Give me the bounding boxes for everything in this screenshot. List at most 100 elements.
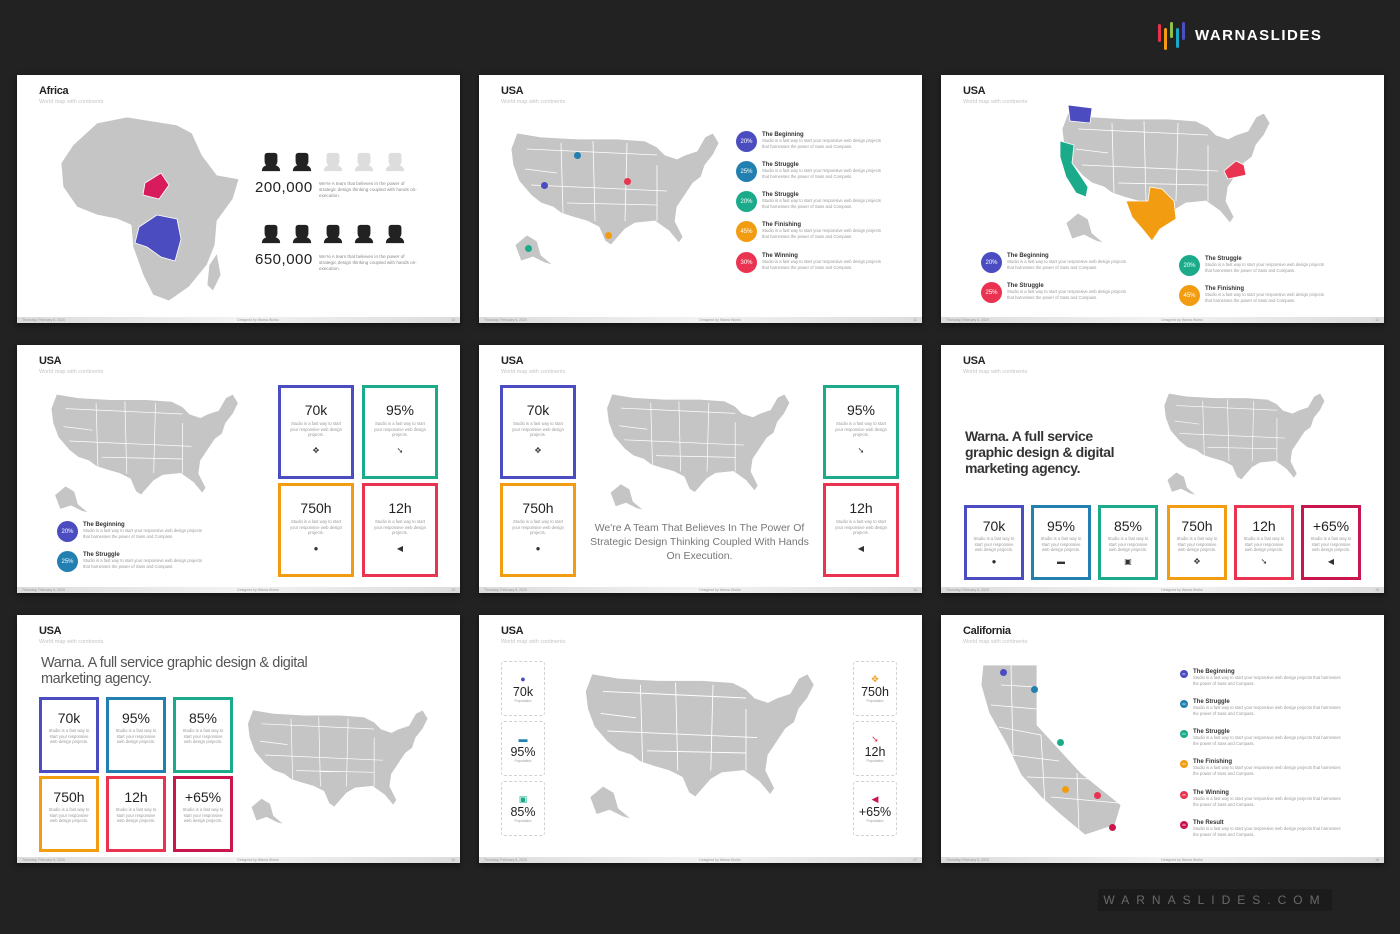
percent-badge: 20% xyxy=(57,521,78,542)
slide-usa-states[interactable]: USA World map with continents 20% The Be… xyxy=(941,75,1384,323)
handshake-icon: ✥ xyxy=(534,445,542,455)
slide-usa-quote[interactable]: USA World map with continents 70k Studio… xyxy=(479,345,922,593)
map-pin[interactable] xyxy=(574,152,581,159)
stat-box: 70k Studio is a fast way to start your re… xyxy=(39,697,99,773)
brand-bars-icon xyxy=(1158,22,1185,50)
lightbulb-icon: ● xyxy=(520,674,526,684)
map-pin[interactable] xyxy=(1031,686,1038,693)
male-agent-icon xyxy=(354,152,374,172)
map-pin[interactable] xyxy=(1000,669,1007,676)
usa-map xyxy=(510,132,720,266)
female-agent-icon xyxy=(261,224,281,244)
stat-description: We're A team that believes in the power … xyxy=(319,181,417,199)
quote-text: We're A Team That Believes In The Power … xyxy=(590,522,809,562)
percent-badge: 20% xyxy=(736,191,757,212)
chat-icon: ▣ xyxy=(518,794,528,804)
slide-usa-agency-grid[interactable]: USA World map with continents Warna. A f… xyxy=(17,615,460,863)
slide-subtitle: World map with continents xyxy=(963,369,1028,375)
slide-title: USA xyxy=(501,625,524,637)
percent-badge: 25% xyxy=(981,282,1002,303)
map-pin[interactable] xyxy=(1062,786,1069,793)
percent-badge: 20% xyxy=(981,252,1002,273)
website-url[interactable]: WARNASLIDES.COM xyxy=(1098,889,1332,911)
slide-subtitle: World map with continents xyxy=(963,639,1028,645)
timeline-item: 45% The Finishing Studio is a fast way to… xyxy=(736,221,887,242)
percent-badge: 30% xyxy=(736,252,757,273)
slide-california[interactable]: California World map with continents 01 … xyxy=(941,615,1384,863)
map-pin[interactable] xyxy=(1094,792,1101,799)
timeline-item: 45% The Finishing Studio is a fast way to… xyxy=(1179,285,1330,306)
stat-box: 12h Studio is a fast way to start your r… xyxy=(823,483,899,577)
timeline-item: 03 The Struggle Studio is a fast way to s… xyxy=(1180,729,1343,746)
usa-map xyxy=(247,709,429,825)
slide-usa-pins[interactable]: USA World map with continents 20% The Be… xyxy=(479,75,922,323)
stat-box: 95% Studio is a fast way to start your r… xyxy=(823,385,899,479)
usa-map xyxy=(50,393,239,514)
slide-usa-population[interactable]: USA World map with continents ● 70k Popu… xyxy=(479,615,922,863)
timeline-item: 20% The Struggle Studio is a fast way to … xyxy=(736,191,887,212)
slide-footer: Thursday, February 6, 2020 Designed by W… xyxy=(17,317,460,323)
stat-box: 85% Studio is a fast way to start your r… xyxy=(1098,505,1158,580)
gamepad-icon: ▬ xyxy=(518,734,528,744)
usa-map xyxy=(1163,392,1326,496)
slide-title: USA xyxy=(501,85,524,97)
slide-title: USA xyxy=(39,625,62,637)
population-card: ▬ 95% Population xyxy=(501,721,545,776)
stat-value: 200,000 xyxy=(255,179,313,196)
slide-subtitle: World map with continents xyxy=(39,639,104,645)
slide-subtitle: World map with continents xyxy=(39,99,104,105)
stat-box: 70k Studio is a fast way to start your r… xyxy=(278,385,354,479)
population-card: ▣ 85% Population xyxy=(501,781,545,836)
slide-usa-grid[interactable]: USA World map with continents 20% The Be… xyxy=(17,345,460,593)
male-agent-icon xyxy=(323,152,343,172)
map-pin[interactable] xyxy=(541,182,548,189)
timeline-item: 25% The Struggle Studio is a fast way to … xyxy=(736,161,887,182)
timeline-item: 20% The Beginning Studio is a fast way to… xyxy=(736,131,887,152)
brand-logo: WARNASLIDES xyxy=(1158,22,1322,50)
africa-map xyxy=(60,116,240,302)
usa-map xyxy=(606,393,791,511)
slide-footer: Thursday, February 6, 2020 Designed by W… xyxy=(941,857,1384,863)
map-pin[interactable] xyxy=(1057,739,1064,746)
slide-africa[interactable]: Africa World map with continents 200,000… xyxy=(17,75,460,323)
population-card: ◀ +65% Population xyxy=(853,781,897,836)
population-card: ✥ 750h Population xyxy=(853,661,897,716)
slide-footer: Thursday, February 6, 2020 Designed by W… xyxy=(17,587,460,593)
stat-box: 95% Studio is a fast way to start your re… xyxy=(106,697,166,773)
stat-box: 750h Studio is a fast way to start your … xyxy=(278,483,354,577)
gamepad-icon: ▬ xyxy=(1057,556,1065,566)
slide-footer: Thursday, February 6, 2020 Designed by W… xyxy=(941,587,1384,593)
slide-footer: Thursday, February 6, 2020 Designed by W… xyxy=(941,317,1384,323)
timeline-item: 06 The Result Studio is a fast way to sta… xyxy=(1180,820,1343,837)
stat-box: 750h Studio is a fast way to start your … xyxy=(500,483,576,577)
slide-title: USA xyxy=(963,85,986,97)
map-pin[interactable] xyxy=(1109,824,1116,831)
slide-title: Africa xyxy=(39,85,69,97)
percent-badge: 45% xyxy=(736,221,757,242)
cursor-icon: ➘ xyxy=(871,734,879,744)
male-agent-icon xyxy=(385,152,405,172)
stat-box: 95% Studio is a fast way to start your r… xyxy=(1031,505,1091,580)
california-map xyxy=(981,665,1122,836)
slide-usa-agency-row[interactable]: USA World map with continents Warna. A f… xyxy=(941,345,1384,593)
slide-subtitle: World map with continents xyxy=(39,369,104,375)
handshake-icon: ✥ xyxy=(312,445,320,455)
stat-box: 12h Studio is a fast way to start your re… xyxy=(106,776,166,852)
headline: Warna. A full service graphic design & d… xyxy=(41,655,308,687)
stat-box: 70k Studio is a fast way to start your r… xyxy=(964,505,1024,580)
map-pin[interactable] xyxy=(525,245,532,252)
percent-badge: 45% xyxy=(1179,285,1200,306)
timeline-item: 04 The Finishing Studio is a fast way to … xyxy=(1180,759,1343,776)
percent-badge: 25% xyxy=(57,551,78,572)
map-pin[interactable] xyxy=(624,178,631,185)
stat-box: +65% Studio is a fast way to start your r… xyxy=(173,776,233,852)
female-agent-icon xyxy=(354,224,374,244)
stat-description: We're A team that believes in the power … xyxy=(319,254,417,272)
cursor-icon: ➘ xyxy=(396,445,404,455)
slide-subtitle: World map with continents xyxy=(963,99,1028,105)
timeline-item: 25% The Struggle Studio is a fast way to … xyxy=(981,282,1132,303)
headline: Warna. A full service graphic design & d… xyxy=(965,428,1115,476)
megaphone-icon: ◀ xyxy=(871,794,879,804)
map-pin[interactable] xyxy=(605,232,612,239)
population-card: ➘ 12h Population xyxy=(853,721,897,776)
